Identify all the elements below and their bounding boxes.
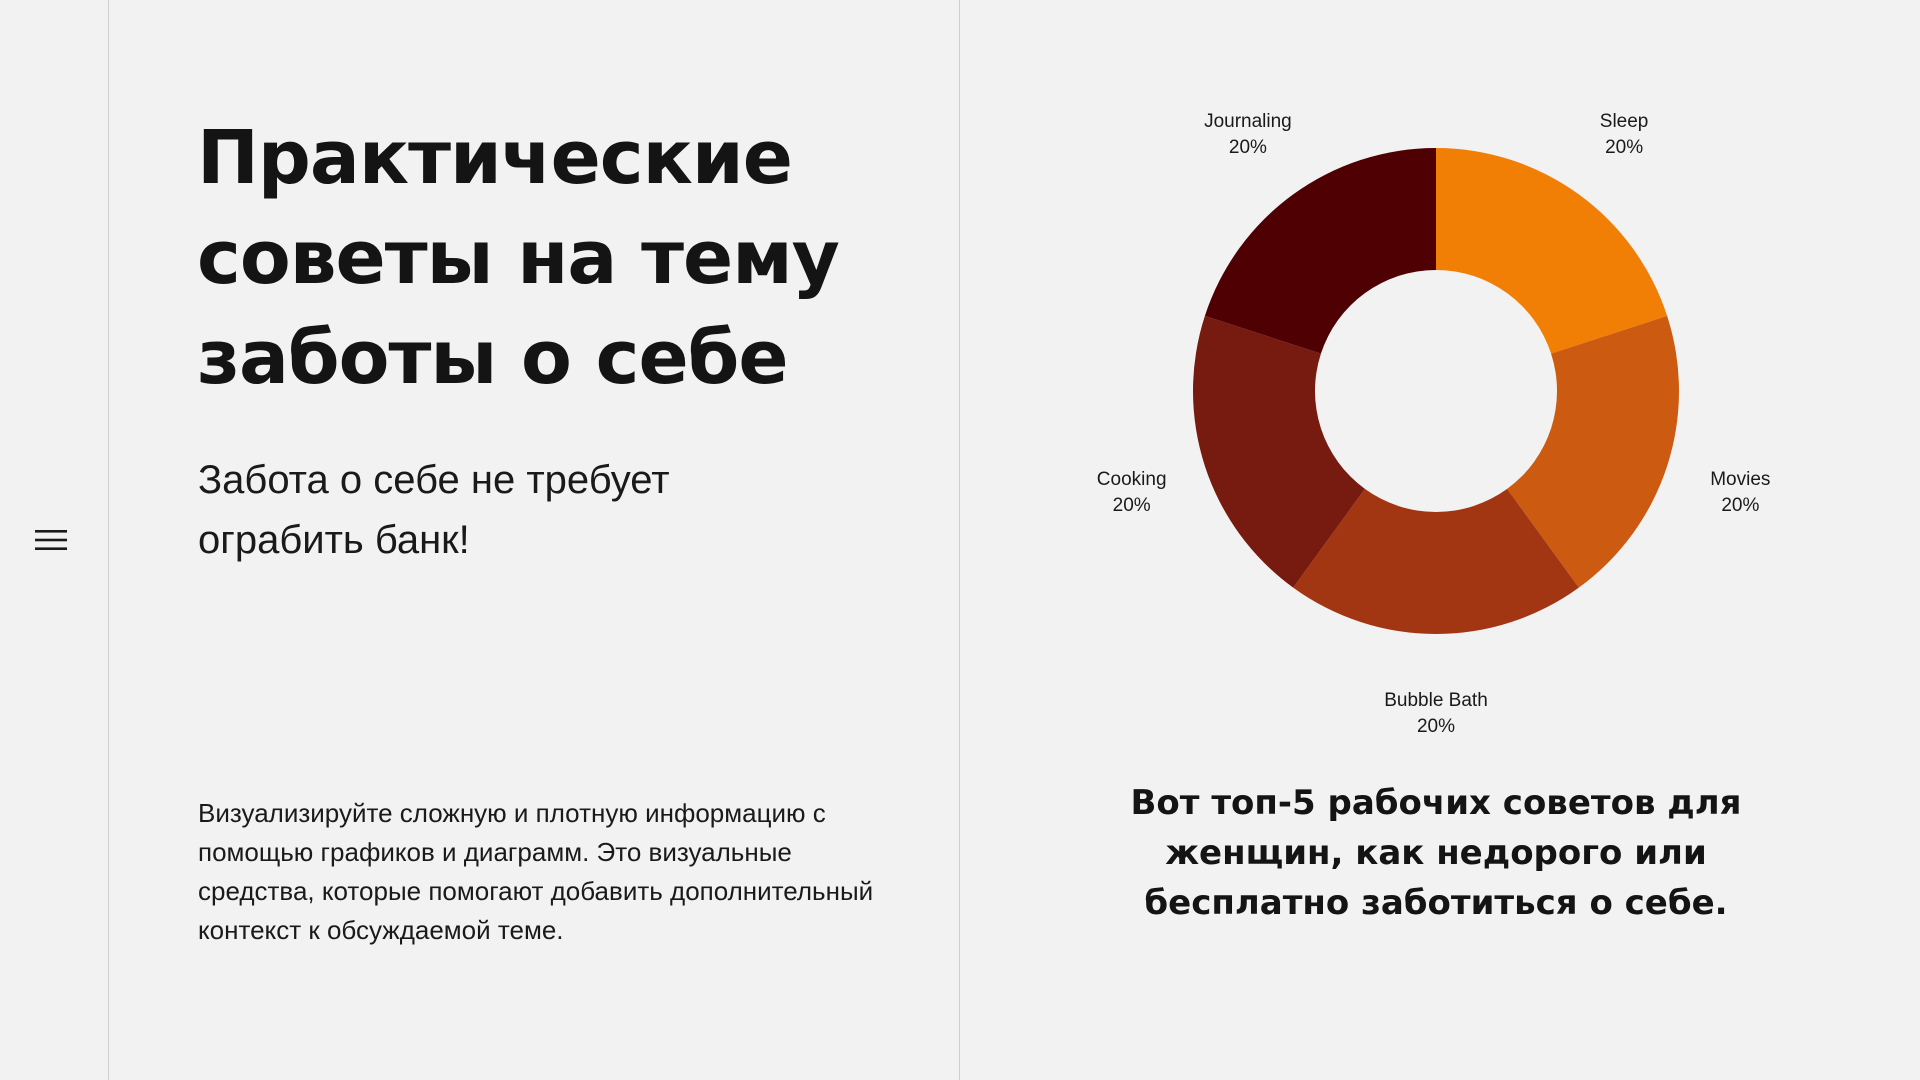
slice-value-movies: 20% bbox=[1721, 495, 1759, 516]
slice-value-cooking: 20% bbox=[1113, 495, 1151, 516]
slice-movies bbox=[1507, 315, 1679, 588]
hamburger-menu-icon bbox=[35, 530, 67, 550]
slice-label-journaling: Journaling bbox=[1204, 111, 1292, 132]
menu-button[interactable] bbox=[30, 524, 72, 556]
chart-slices bbox=[1193, 148, 1679, 634]
slice-value-bubble-bath: 20% bbox=[1417, 716, 1455, 737]
slice-sleep bbox=[1436, 148, 1668, 354]
donut-chart: Sleep 20% Movies 20% Bubble Bath 20% Cooking 20… bbox=[1097, 111, 1771, 737]
slice-label-movies: Movies bbox=[1710, 469, 1770, 490]
center-divider bbox=[959, 0, 960, 1080]
chart-labels: Sleep 20% Movies 20% Bubble Bath 20% Cooking 20… bbox=[1097, 111, 1771, 737]
slice-bubble-bath bbox=[1293, 488, 1579, 634]
slide-body-text: Визуализируйте сложную и плотную информа… bbox=[198, 798, 874, 945]
slice-label-cooking: Cooking bbox=[1097, 469, 1167, 490]
slice-label-bubble-bath: Bubble Bath bbox=[1384, 690, 1488, 711]
slice-value-sleep: 20% bbox=[1605, 137, 1643, 158]
slice-cooking bbox=[1193, 315, 1365, 588]
slice-label-sleep: Sleep bbox=[1600, 111, 1649, 132]
slide-subtitle: Забота о себе не требует ограбить банк! bbox=[198, 458, 670, 562]
slide-title: Практические советы на тему заботы о себ… bbox=[197, 115, 840, 401]
chart-caption: Вот топ-5 рабочих советов для женщин, ка… bbox=[1130, 783, 1742, 923]
left-divider bbox=[108, 0, 109, 1080]
slice-journaling bbox=[1204, 148, 1436, 354]
slice-value-journaling: 20% bbox=[1229, 137, 1267, 158]
